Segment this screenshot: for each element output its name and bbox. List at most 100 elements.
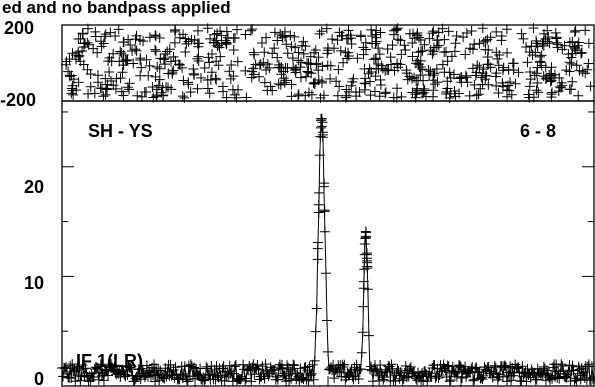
phase-point [136,62,147,73]
phase-point [151,84,162,95]
phase-point [531,68,542,79]
phase-point [546,89,557,100]
phase-point [333,64,344,75]
phase-point [437,59,448,70]
phase-point [177,62,188,73]
phase-point [166,56,177,67]
phase-point [221,26,232,37]
phase-point [123,34,134,45]
phase-point [316,77,327,88]
phase-point [323,45,334,56]
phase-point [169,37,180,48]
phase-point [454,88,465,99]
phase-point [183,77,194,88]
phase-point [259,77,270,88]
phase-point [481,70,492,81]
phase-point [401,68,412,79]
phase-point [118,50,129,61]
phase-point [122,82,133,93]
phase-point [267,48,278,59]
phase-point [77,28,88,39]
phase-point [508,65,519,76]
phase-point [98,91,109,102]
phase-point [154,33,165,44]
phase-point [576,48,587,59]
phase-point [255,59,266,70]
phase-point [124,78,135,89]
phase-point [212,40,223,51]
phase-point [528,23,539,34]
amplitude-line [61,125,595,384]
phase-point [348,73,359,84]
phase-point [425,66,436,77]
phase-point [338,57,349,68]
phase-point [533,87,544,98]
phase-point [396,91,407,102]
phase-point [316,26,327,37]
phase-point [180,46,191,57]
phase-point [290,67,301,78]
phase-point [116,86,127,97]
phase-point [346,80,357,91]
phase-point [240,29,251,40]
phase-point [522,57,533,68]
phase-point [431,63,442,74]
phase-point [170,26,181,37]
phase-point [374,91,385,102]
phase-point [144,32,155,43]
phase-point [240,65,251,76]
phase-point [170,55,181,66]
amplitude-ytick-20: 20 [24,177,44,197]
phase-point [413,75,424,86]
phase-point [342,53,353,64]
phase-point [210,73,221,84]
phase-point [100,29,111,40]
phase-point [371,25,382,36]
phase-point [572,40,583,51]
phase-point [269,43,280,54]
phase-point [118,37,129,48]
phase-point [233,84,244,95]
phase-point [306,68,317,79]
phase-point [232,56,243,67]
phase-point [454,73,465,84]
phase-point [345,30,356,41]
phase-point [181,38,192,49]
phase-point [73,77,84,88]
phase-point [221,39,232,50]
phase-point [257,38,268,49]
phase-point [329,43,340,54]
phase-point [439,67,450,78]
phase-point [212,28,223,39]
phase-point [415,70,426,81]
phase-point [427,49,438,60]
phase-point [289,31,300,42]
phase-point [168,51,179,62]
phase-point [373,43,384,54]
phase-point [429,79,440,90]
phase-point [391,25,402,36]
phase-point [124,84,135,95]
phase-point [298,36,309,47]
phase-point [471,67,482,78]
phase-point [580,25,591,36]
phase-point [151,91,162,102]
phase-point [331,76,342,87]
phase-point [498,62,509,73]
phase-point [541,72,552,83]
phase-point [278,73,289,84]
phase-point [392,62,403,73]
phase-point [346,38,357,49]
phase-point [202,23,213,34]
phase-point [521,41,532,52]
phase-point [396,49,407,60]
phase-point [82,37,93,48]
phase-point [265,81,276,92]
phase-point [192,53,203,64]
phase-ytick-top: 200 [4,18,34,38]
phase-point [374,49,385,60]
amplitude-peak-point [316,113,327,124]
phase-point [337,30,348,41]
phase-point [450,38,461,49]
phase-point [332,35,343,46]
